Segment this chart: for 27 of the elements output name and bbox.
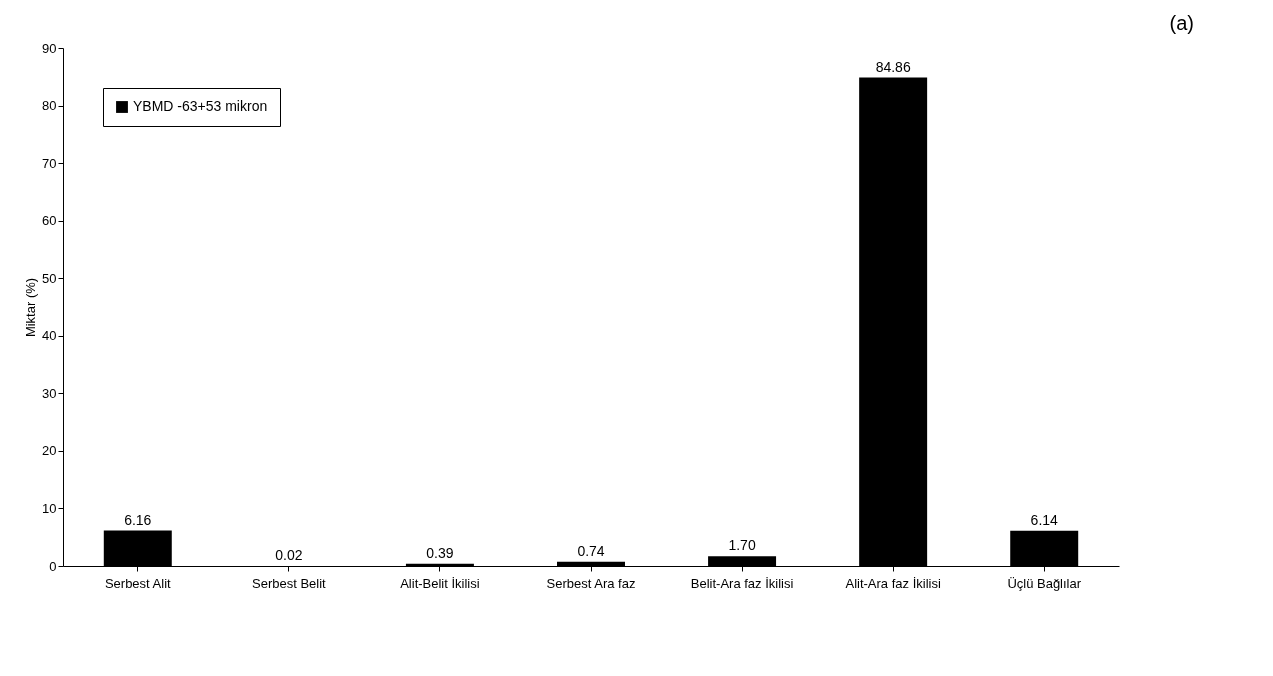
text: (a): [1169, 12, 1194, 34]
data-label: 84.86: [875, 58, 911, 75]
x-tick-label: Serbest Belit: [252, 575, 327, 591]
x-tick-label: Serbest Alit: [104, 575, 172, 591]
data-label: 6.14: [1030, 511, 1059, 528]
y-tick-label: 90: [42, 40, 57, 56]
y-tick-label: 0: [49, 558, 57, 574]
y-tick-label: 60: [42, 213, 57, 229]
y-tick-label: 10: [42, 500, 57, 516]
data-label: 0.74: [577, 542, 605, 559]
x-tick-label: Alit-Ara faz İkilisi: [845, 575, 941, 591]
y-tick-label: 50: [42, 270, 57, 286]
x-tick-label: Serbest Ara faz: [546, 575, 636, 591]
y-axis-title: Miktar (%): [23, 277, 39, 338]
data-label: 0.39: [426, 544, 454, 561]
x-tick-label: Alit-Belit İkilisi: [400, 575, 480, 591]
x-tick-label: Üçlü Bağlılar: [1007, 575, 1082, 591]
y-tick-label: 30: [42, 385, 57, 401]
data-label: 6.16: [124, 511, 152, 528]
x-tick-label: Belit-Ara faz İkilisi: [690, 575, 794, 591]
y-tick-label: 40: [42, 328, 57, 344]
data-label: 0.02: [275, 546, 303, 563]
data-label: 1.70: [728, 537, 756, 554]
y-tick-label: 70: [42, 155, 57, 171]
y-tick-label: 80: [42, 98, 57, 114]
legend-label: YBMD -63+53 mikron: [133, 98, 268, 114]
y-tick-label: 20: [42, 443, 57, 459]
